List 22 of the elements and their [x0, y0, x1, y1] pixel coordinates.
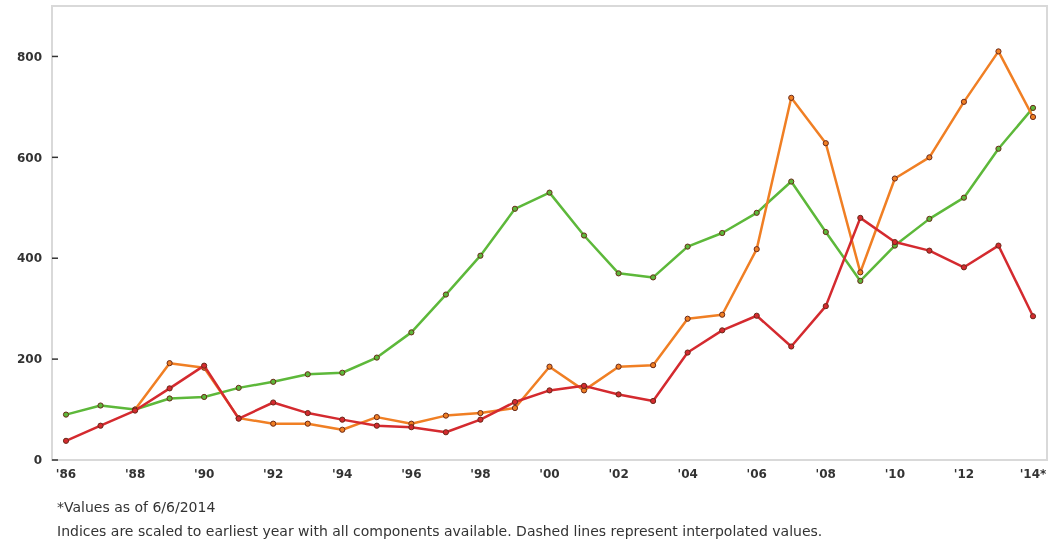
text: Indices are scaled to earliest year with all components available. Dashed lines represent interpolated values. [57, 523, 823, 539]
y-tick-label: 0 [33, 453, 42, 468]
x-tick-label: '08 [815, 467, 836, 481]
y-tick-label: 800 [16, 49, 42, 64]
x-tick-label: '96 [401, 467, 422, 481]
y-tick-label: 200 [16, 352, 42, 367]
x-tick-label: '98 [470, 467, 491, 481]
x-tick-label: '90 [193, 467, 215, 481]
x-tick-label: '12 [953, 467, 975, 481]
x-tick-label: '06 [746, 467, 767, 481]
x-tick-label: '00 [539, 467, 560, 481]
x-tick-label: '10 [884, 467, 906, 481]
x-tick-label: '04 [677, 467, 698, 481]
x-tick-label: '88 [124, 467, 146, 481]
y-tick-label: 400 [16, 251, 42, 266]
x-tick-label: '94 [332, 467, 353, 481]
text: *Values as of 6/6/2014 [57, 499, 216, 515]
x-tick-label: '92 [263, 467, 284, 481]
x-tick-label: '14* [1019, 467, 1048, 481]
x-tick-label: '86 [55, 467, 77, 481]
x-tick-label: '02 [608, 467, 629, 481]
y-tick-label: 600 [16, 150, 42, 165]
